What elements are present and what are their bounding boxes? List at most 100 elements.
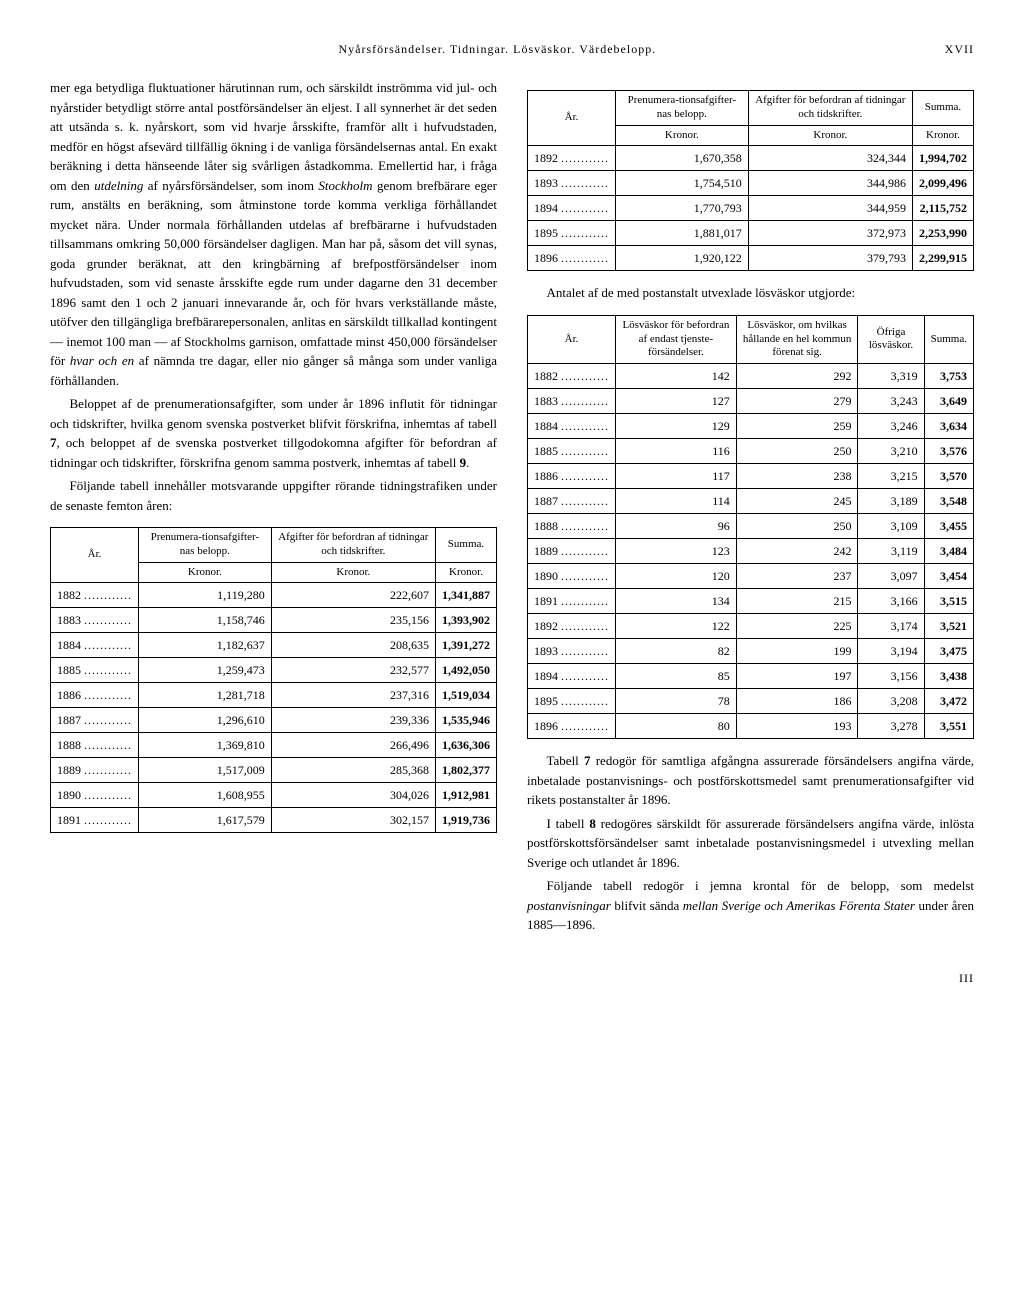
th-c2: Afgifter för befordran af tidningar och … (748, 91, 912, 126)
cell-a: 1,281,718 (139, 683, 272, 708)
cell-a: 1,754,510 (616, 171, 749, 196)
cell-sum: 3,634 (924, 414, 973, 439)
cell-sum: 1,994,702 (912, 146, 973, 171)
cell-sum: 1,912,981 (435, 783, 496, 808)
cell-c: 3,194 (858, 639, 924, 664)
th-c1: Prenumera-tionsafgifter-nas belopp. (616, 91, 749, 126)
th-c1u: Kronor. (616, 125, 749, 146)
cell-b: 197 (736, 664, 858, 689)
table-row: 1896 ............801933,2783,551 (528, 714, 974, 739)
table-row: 1890 ............1202373,0973,454 (528, 564, 974, 589)
page-number-top: XVII (945, 40, 974, 58)
cell-sum: 1,802,377 (435, 758, 496, 783)
cell-b: 324,344 (748, 146, 912, 171)
cell-year: 1893 ............ (528, 171, 616, 196)
cell-b: 279 (736, 389, 858, 414)
cell-a: 1,259,473 (139, 658, 272, 683)
cell-b: 250 (736, 514, 858, 539)
table-row: 1890 ............1,608,955304,0261,912,9… (51, 783, 497, 808)
th-c1: Lösväskor för befordran af endast tjenst… (616, 315, 737, 363)
cell-sum: 3,472 (924, 689, 973, 714)
cell-b: 379,793 (748, 246, 912, 271)
cell-b: 302,157 (271, 808, 435, 833)
cell-sum: 1,492,050 (435, 658, 496, 683)
cell-b: 344,986 (748, 171, 912, 196)
cell-a: 1,608,955 (139, 783, 272, 808)
cell-sum: 3,576 (924, 439, 973, 464)
cell-b: 344,959 (748, 196, 912, 221)
cell-year: 1892 ............ (528, 146, 616, 171)
para-4: Antalet af de med postanstalt utvexlade … (527, 283, 974, 303)
para-2: Beloppet af de prenumerationsafgifter, s… (50, 394, 497, 472)
cell-sum: 3,548 (924, 489, 973, 514)
cell-a: 129 (616, 414, 737, 439)
cell-c: 3,278 (858, 714, 924, 739)
cell-a: 85 (616, 664, 737, 689)
th-c3: Öfriga lösväskor. (858, 315, 924, 363)
cell-year: 1895 ............ (528, 689, 616, 714)
th-c1u: Kronor. (139, 562, 272, 583)
cell-sum: 1,393,902 (435, 608, 496, 633)
table-row: 1892 ............1,670,358324,3441,994,7… (528, 146, 974, 171)
cell-year: 1892 ............ (528, 614, 616, 639)
table-losvaskor: År. Lösväskor för befordran af endast tj… (527, 315, 974, 739)
cell-sum: 3,454 (924, 564, 973, 589)
table-row: 1886 ............1,281,718237,3161,519,0… (51, 683, 497, 708)
cell-year: 1891 ............ (51, 808, 139, 833)
cell-sum: 3,515 (924, 589, 973, 614)
cell-sum: 3,438 (924, 664, 973, 689)
cell-a: 1,770,793 (616, 196, 749, 221)
page-number-bottom: III (50, 969, 974, 987)
left-column: mer ega betydliga fluktuationer härutinn… (50, 78, 497, 939)
th-c3u: Kronor. (912, 125, 973, 146)
table-row: 1885 ............1162503,2103,576 (528, 439, 974, 464)
table-row: 1891 ............1,617,579302,1571,919,7… (51, 808, 497, 833)
cell-year: 1884 ............ (528, 414, 616, 439)
table-row: 1888 ............962503,1093,455 (528, 514, 974, 539)
cell-year: 1889 ............ (51, 758, 139, 783)
cell-year: 1887 ............ (528, 489, 616, 514)
running-head: Nyårsförsändelser. Tidningar. Lösväskor.… (338, 42, 656, 56)
cell-a: 1,182,637 (139, 633, 272, 658)
cell-b: 245 (736, 489, 858, 514)
cell-b: 237 (736, 564, 858, 589)
table-row: 1884 ............1,182,637208,6351,391,2… (51, 633, 497, 658)
cell-year: 1887 ............ (51, 708, 139, 733)
table-newspaper-fees-a: År. Prenumera-tionsafgifter-nas belopp. … (50, 527, 497, 833)
cell-c: 3,189 (858, 489, 924, 514)
th-year: År. (51, 528, 139, 583)
cell-c: 3,156 (858, 664, 924, 689)
cell-b: 193 (736, 714, 858, 739)
cell-a: 120 (616, 564, 737, 589)
cell-a: 116 (616, 439, 737, 464)
th-year: År. (528, 91, 616, 146)
cell-sum: 2,253,990 (912, 221, 973, 246)
cell-a: 1,119,280 (139, 583, 272, 608)
table-row: 1893 ............1,754,510344,9862,099,4… (528, 171, 974, 196)
th-c4: Summa. (924, 315, 973, 363)
cell-b: 292 (736, 364, 858, 389)
cell-year: 1888 ............ (51, 733, 139, 758)
cell-sum: 2,299,915 (912, 246, 973, 271)
cell-b: 237,316 (271, 683, 435, 708)
th-c2u: Kronor. (271, 562, 435, 583)
para-3: Följande tabell innehåller motsvarande u… (50, 476, 497, 515)
cell-year: 1886 ............ (528, 464, 616, 489)
cell-b: 250 (736, 439, 858, 464)
table-row: 1891 ............1342153,1663,515 (528, 589, 974, 614)
cell-b: 266,496 (271, 733, 435, 758)
cell-a: 1,296,610 (139, 708, 272, 733)
cell-sum: 3,521 (924, 614, 973, 639)
table-row: 1889 ............1232423,1193,484 (528, 539, 974, 564)
cell-sum: 3,570 (924, 464, 973, 489)
cell-b: 225 (736, 614, 858, 639)
cell-a: 1,670,358 (616, 146, 749, 171)
cell-b: 186 (736, 689, 858, 714)
cell-year: 1885 ............ (51, 658, 139, 683)
cell-sum: 1,535,946 (435, 708, 496, 733)
cell-b: 235,156 (271, 608, 435, 633)
cell-year: 1890 ............ (51, 783, 139, 808)
cell-c: 3,109 (858, 514, 924, 539)
table-row: 1893 ............821993,1943,475 (528, 639, 974, 664)
right-column: År. Prenumera-tionsafgifter-nas belopp. … (527, 78, 974, 939)
